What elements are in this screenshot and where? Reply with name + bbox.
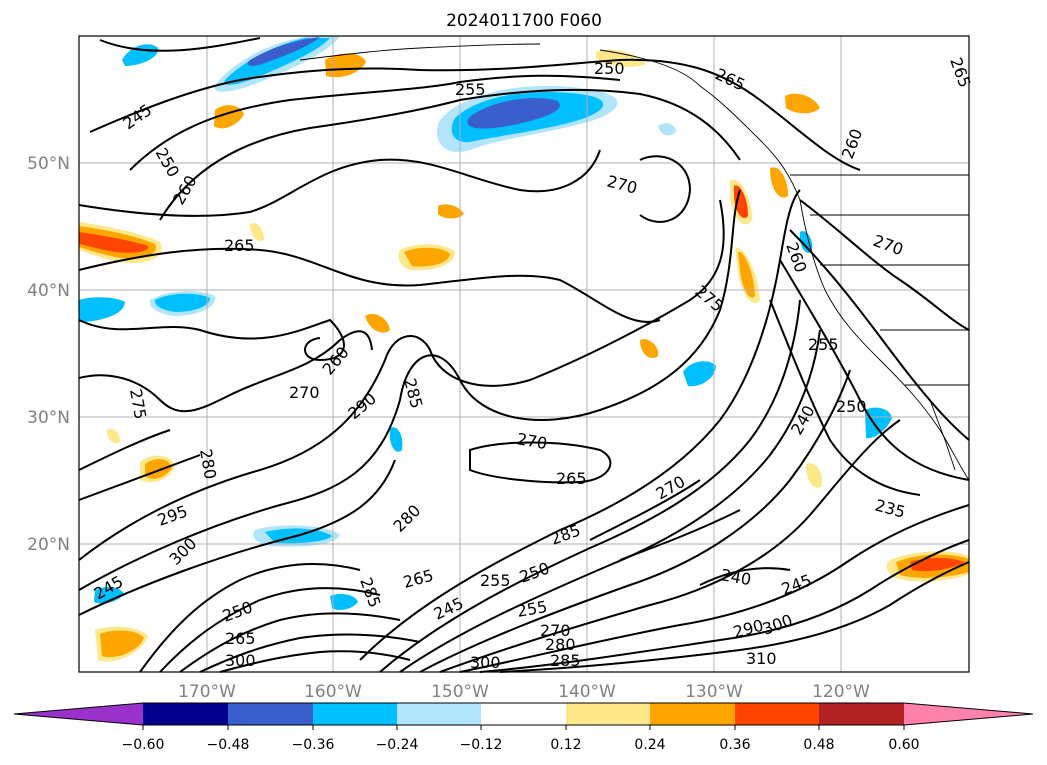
latitude-labels: 50°N 40°N 30°N 20°N (27, 154, 70, 555)
contour-label: 270 (540, 621, 571, 640)
contour-label: 255 (808, 335, 839, 354)
contour-label: 265 (556, 469, 587, 488)
colorbar-segment (819, 703, 904, 725)
colorbar-segment (566, 703, 650, 725)
colorbar-segment (313, 703, 397, 725)
colorbar-tick-label: 0.48 (803, 737, 834, 753)
height-contours (78, 37, 970, 673)
contour-label: 250 (836, 397, 867, 416)
colorbar-extend-high (904, 703, 1033, 725)
contour-label: 265 (224, 236, 255, 255)
lon-label: 170°W (178, 682, 236, 702)
colorbar-segment (481, 703, 566, 725)
colorbar-tick-label: 0.36 (719, 737, 750, 753)
contour-label: 310 (746, 649, 777, 668)
map-panel: 245 250 255 250 265 260 265 270 275 270 … (78, 35, 975, 673)
shading-positive (79, 49, 969, 662)
colorbar-tick-label: 0.12 (550, 737, 581, 753)
lon-label: 140°W (558, 682, 616, 702)
contour-label: 280 (545, 635, 576, 654)
lon-label: 160°W (304, 682, 362, 702)
colorbar-segment (650, 703, 735, 725)
lat-label: 40°N (27, 281, 70, 301)
contour-label: 250 (594, 59, 625, 78)
lat-label: 30°N (27, 408, 70, 428)
colorbar: −0.60 −0.48 −0.36 −0.24 −0.12 0.12 0.24 … (13, 702, 1034, 753)
lat-label: 20°N (27, 535, 70, 555)
colorbar-segment (735, 703, 819, 725)
contour-label: 300 (470, 653, 501, 672)
lat-label: 50°N (27, 154, 70, 174)
colorbar-extend-low (14, 703, 143, 725)
contour-label: 285 (550, 651, 581, 670)
lon-label: 120°W (812, 682, 870, 702)
contour-label: 300 (225, 651, 256, 670)
contour-label: 270 (289, 383, 320, 402)
map-title: 2024011700 F060 (446, 11, 602, 31)
colorbar-tick-label: 0.60 (888, 737, 919, 753)
contour-label: 265 (225, 629, 256, 648)
coastlines (299, 43, 970, 481)
colorbar-tick-label: −0.12 (460, 737, 503, 753)
contour-label: 255 (480, 571, 511, 590)
contour-label: 255 (455, 80, 486, 99)
graticule (79, 36, 969, 672)
colorbar-tick-label: −0.36 (292, 737, 335, 753)
colorbar-segment (397, 703, 481, 725)
colorbar-segment (228, 703, 313, 725)
colorbar-segment (143, 703, 228, 725)
colorbar-tick-label: −0.24 (376, 737, 419, 753)
longitude-labels: 170°W 160°W 150°W 140°W 130°W 120°W (178, 682, 870, 702)
lon-label: 150°W (431, 682, 489, 702)
shading-negative (79, 36, 892, 610)
colorbar-tick-label: 0.24 (634, 737, 665, 753)
lon-label: 130°W (685, 682, 743, 702)
colorbar-tick-label: −0.60 (122, 737, 165, 753)
colorbar-tick-label: −0.48 (207, 737, 250, 753)
